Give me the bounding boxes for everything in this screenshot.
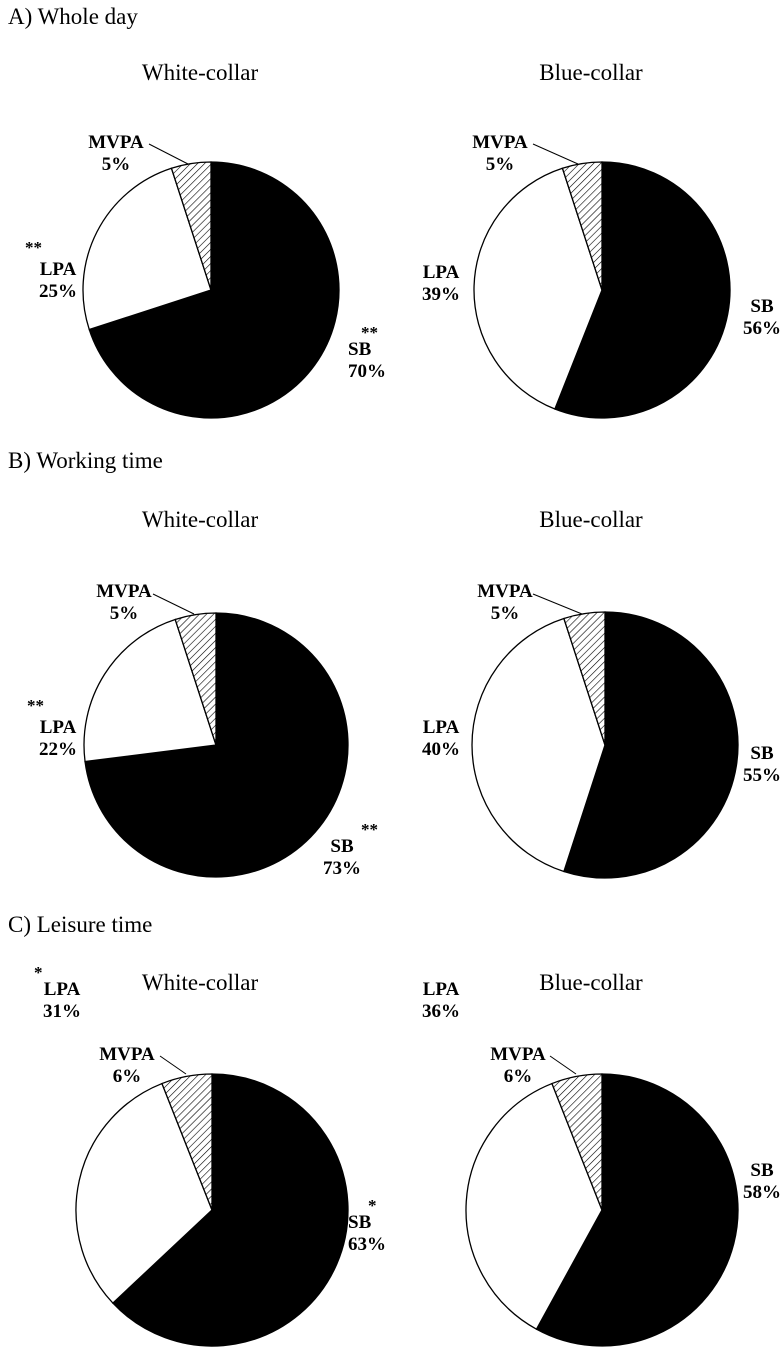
- slice-sb: [563, 611, 739, 879]
- label-sb: SB 55%: [743, 743, 780, 786]
- slice-sb: [535, 1073, 739, 1347]
- label-mvpa: MVPA 5%: [477, 581, 533, 624]
- slice-sb: [554, 161, 731, 419]
- mvpa-leader-line: [532, 593, 583, 615]
- slice-lpa: [473, 167, 603, 410]
- panel-title-c: C) Leisure time: [8, 912, 152, 937]
- slice-sb: [111, 1073, 349, 1347]
- label-lpa: LPA 40%: [422, 717, 460, 760]
- label-mvpa: MVPA 6%: [490, 1044, 546, 1087]
- label-sb: SB 63%: [348, 1212, 386, 1255]
- chart-title: Blue-collar: [539, 60, 643, 85]
- label-mvpa: MVPA 5%: [88, 132, 144, 175]
- sig-lpa: **: [25, 238, 42, 257]
- label-lpa: LPA 22%: [39, 717, 77, 760]
- label-sb: SB 70%: [348, 339, 386, 382]
- label-lpa: LPA 25%: [39, 259, 77, 302]
- chart-title: White-collar: [142, 60, 259, 85]
- mvpa-leader-line: [152, 593, 195, 615]
- sig-sb: **: [361, 323, 378, 342]
- slice-mvpa: [551, 1073, 603, 1211]
- label-mvpa: MVPA 5%: [96, 581, 152, 624]
- label-lpa: LPA 31%: [43, 979, 81, 1022]
- slice-lpa: [471, 617, 606, 873]
- chart-title: White-collar: [142, 507, 259, 532]
- slice-sb: [88, 161, 340, 419]
- label-lpa: LPA 36%: [422, 979, 460, 1022]
- sig-lpa: **: [27, 696, 44, 715]
- slice-mvpa: [161, 1073, 213, 1211]
- sig-sb: **: [361, 820, 378, 839]
- slice-lpa: [82, 167, 212, 331]
- mvpa-leader-line: [549, 1055, 577, 1075]
- label-sb: SB 73%: [323, 836, 361, 879]
- slice-mvpa: [170, 161, 212, 291]
- slice-mvpa: [563, 611, 606, 746]
- panel-title-a: A) Whole day: [8, 4, 138, 29]
- slice-lpa: [75, 1082, 213, 1305]
- label-mvpa: MVPA 6%: [99, 1044, 155, 1087]
- label-lpa: LPA 39%: [422, 262, 460, 305]
- slice-mvpa: [561, 161, 603, 291]
- sig-lpa: *: [34, 963, 43, 982]
- pie-chart: Blue-collar SB 58% LPA 36% MVPA 6%: [422, 970, 780, 1347]
- chart-title: Blue-collar: [539, 507, 643, 532]
- label-sb: SB 58%: [743, 1160, 780, 1203]
- label-sb: SB 56%: [743, 296, 780, 339]
- sig-sb: *: [368, 1196, 377, 1215]
- panel-title-b: B) Working time: [8, 448, 163, 473]
- slice-lpa: [465, 1082, 603, 1331]
- label-mvpa: MVPA 5%: [472, 132, 528, 175]
- mvpa-leader-line: [148, 143, 189, 165]
- pie-chart: Blue-collar SB 56% LPA 39% MVPA 5%: [422, 60, 780, 419]
- slice-mvpa: [174, 612, 217, 746]
- pie-chart: Blue-collar SB 55% LPA 40% MVPA 5%: [422, 507, 780, 879]
- chart-title: White-collar: [142, 970, 259, 995]
- chart-title: Blue-collar: [539, 970, 643, 995]
- mvpa-leader-line: [532, 143, 579, 165]
- mvpa-leader-line: [159, 1055, 187, 1075]
- slice-lpa: [83, 618, 217, 763]
